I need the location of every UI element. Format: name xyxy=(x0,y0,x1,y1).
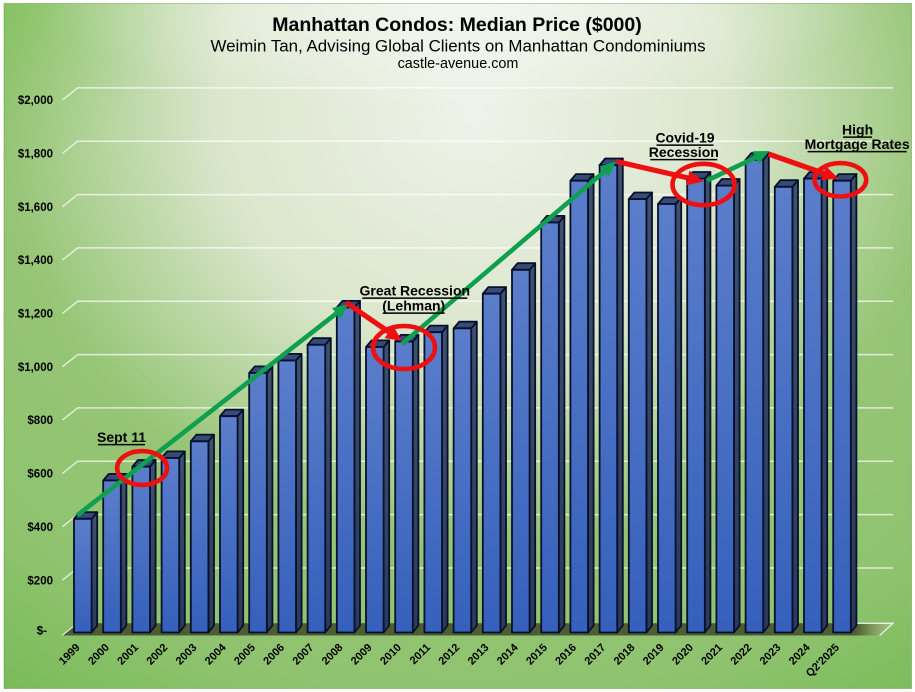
svg-text:$1,400: $1,400 xyxy=(18,255,53,267)
svg-text:Manhattan Condos: Median Price: Manhattan Condos: Median Price ($000) xyxy=(272,14,641,36)
svg-text:High: High xyxy=(842,122,873,138)
svg-text:castle-avenue.com: castle-avenue.com xyxy=(398,56,519,72)
svg-text:Sept 11: Sept 11 xyxy=(97,429,146,445)
svg-text:$200: $200 xyxy=(27,575,53,587)
svg-text:$1,000: $1,000 xyxy=(18,362,53,374)
svg-text:Recession: Recession xyxy=(649,144,719,160)
svg-text:$600: $600 xyxy=(27,469,53,481)
svg-text:$800: $800 xyxy=(27,415,53,427)
svg-text:Great Recession: Great Recession xyxy=(360,283,471,299)
svg-text:$1,800: $1,800 xyxy=(18,149,53,161)
svg-text:$2,000: $2,000 xyxy=(18,95,53,107)
svg-text:$-: $- xyxy=(37,626,47,638)
svg-text:$1,600: $1,600 xyxy=(18,202,53,214)
svg-text:(Lehman): (Lehman) xyxy=(382,298,445,314)
svg-text:Mortgage Rates: Mortgage Rates xyxy=(805,136,910,152)
svg-text:$400: $400 xyxy=(27,522,53,534)
svg-text:Covid-19: Covid-19 xyxy=(655,130,714,146)
svg-text:Weimin Tan, Advising Global Cl: Weimin Tan, Advising Global Clients on M… xyxy=(210,37,705,56)
svg-text:$1,200: $1,200 xyxy=(18,309,53,321)
